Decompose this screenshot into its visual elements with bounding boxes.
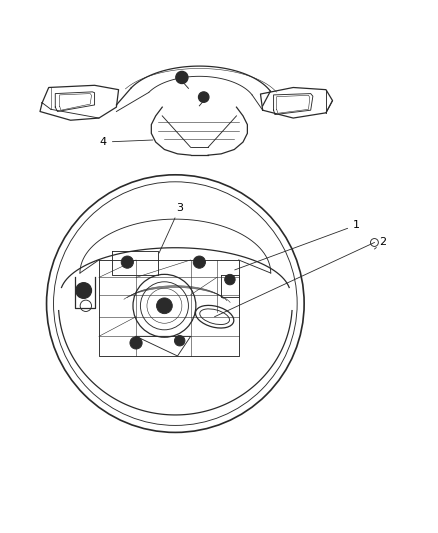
Circle shape xyxy=(156,298,172,313)
Circle shape xyxy=(133,340,139,346)
Circle shape xyxy=(76,282,92,298)
Circle shape xyxy=(174,335,185,346)
Circle shape xyxy=(196,259,203,265)
Circle shape xyxy=(176,71,188,84)
Circle shape xyxy=(79,286,88,295)
Circle shape xyxy=(225,274,235,285)
Circle shape xyxy=(160,302,169,310)
Text: 1: 1 xyxy=(235,220,360,270)
Circle shape xyxy=(121,256,134,268)
Text: 3: 3 xyxy=(159,203,183,253)
Text: 2: 2 xyxy=(374,238,386,249)
Text: 4: 4 xyxy=(100,137,153,147)
Circle shape xyxy=(201,94,207,100)
Circle shape xyxy=(198,92,209,102)
Circle shape xyxy=(124,259,131,265)
Circle shape xyxy=(178,74,185,81)
Circle shape xyxy=(130,337,142,349)
Circle shape xyxy=(177,338,183,344)
Circle shape xyxy=(193,256,205,268)
